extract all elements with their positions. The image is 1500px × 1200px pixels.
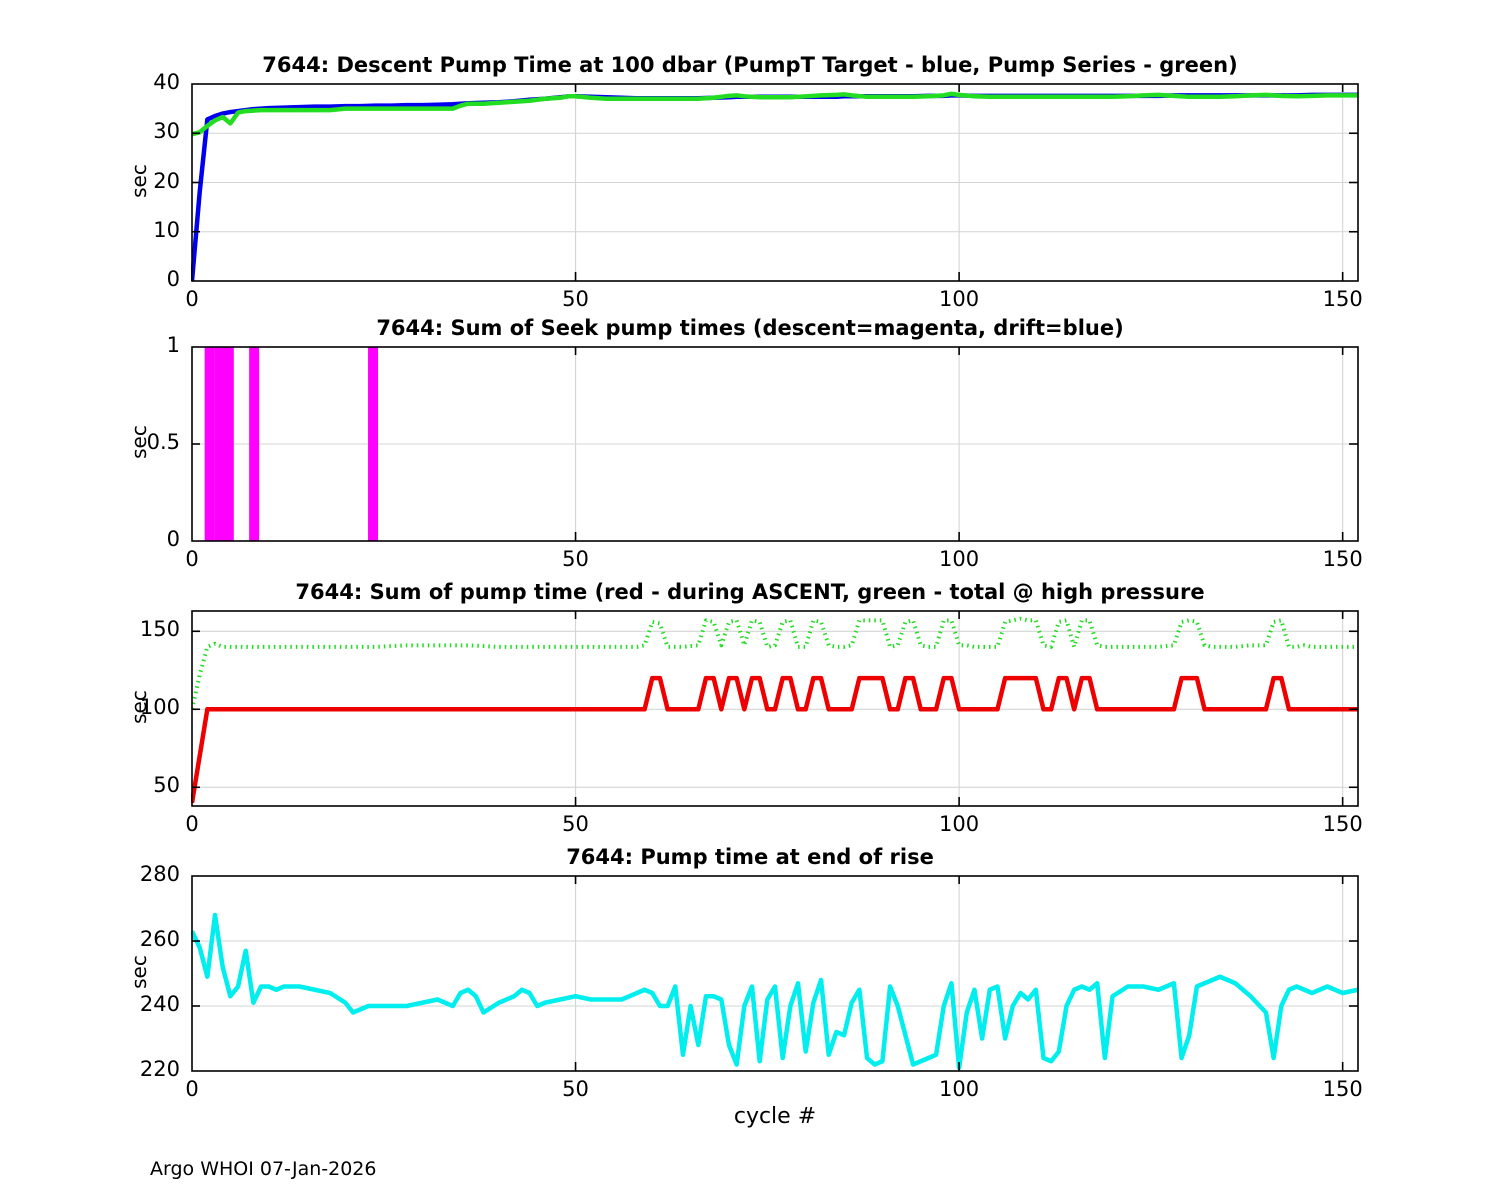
panel-3-plot-area (191, 610, 1359, 807)
panel-1-x-tick-label: 100 (939, 287, 980, 311)
panel-1-x-tick-label: 50 (562, 287, 589, 311)
panel-2-title: 7644: Sum of Seek pump times (descent=ma… (376, 316, 1124, 340)
panel-3-y-tick-label: 100 (139, 695, 180, 720)
panel-4-x-tick-label: 150 (1322, 1077, 1363, 1101)
panel-4-axis-frame (191, 875, 1359, 1072)
panel-3-x-tick-label: 0 (185, 812, 199, 836)
data-bar-descent (249, 347, 260, 541)
panel-3-x-tick-label: 100 (939, 812, 980, 836)
panel-3-y-tick-label: 50 (153, 773, 180, 798)
panel-1-title: 7644: Descent Pump Time at 100 dbar (Pum… (262, 53, 1238, 77)
data-bar-descent (368, 347, 379, 541)
panel-2-y-tick-label: 0.5 (146, 430, 180, 454)
data-bar-descent (223, 347, 234, 541)
panel-2-x-tick-label: 50 (562, 547, 589, 571)
panel-1-y-tick-label: 40 (153, 70, 180, 94)
panel-4-x-tick-label: 100 (939, 1077, 980, 1101)
panel-3-x-tick-label: 50 (562, 812, 589, 836)
panel-2-y-tick-label: 1 (166, 333, 180, 357)
panel-4-x-tick-label: 0 (185, 1077, 199, 1101)
panel-4-y-tick-label: 260 (139, 927, 180, 951)
panel-1-plot-area (191, 83, 1359, 282)
panel-4-y-tick-label: 220 (139, 1057, 180, 1081)
x-axis-label: cycle # (733, 1104, 817, 1129)
panel-1-y-tick-label: 20 (153, 168, 180, 193)
panel-1-y-tick-label: 0 (166, 267, 180, 291)
data-series-total-high-pressure (191, 616, 1358, 710)
panel-2-y-tick-label: 0 (166, 527, 180, 551)
data-series-during-ascent (191, 675, 1358, 804)
panel-4-y-tick-label: 240 (139, 992, 180, 1016)
figure-footer-credit: Argo WHOI 07-Jan-2026 (150, 1158, 377, 1180)
panel-3-title: 7644: Sum of pump time (red - during ASC… (295, 580, 1205, 604)
data-series-pumpt-target (191, 92, 1358, 282)
data-bar-descent (214, 347, 225, 541)
panel-4-title: 7644: Pump time at end of rise (566, 845, 934, 869)
panel-1-x-tick-label: 150 (1322, 287, 1363, 311)
panel-1-x-tick-label: 0 (185, 287, 199, 311)
panel-4-x-tick-label: 50 (562, 1077, 589, 1101)
panel-1-y-tick-label: 30 (153, 119, 180, 144)
panel-1-y-tick-label: 10 (153, 217, 180, 242)
panel-2-x-tick-label: 100 (939, 547, 980, 571)
panel-3-x-tick-label: 150 (1322, 812, 1363, 836)
data-bar-descent (204, 347, 215, 541)
panel-3-y-tick-label: 150 (139, 617, 180, 642)
panel-2-plot-area (191, 346, 1359, 542)
data-series-pump-series (191, 91, 1358, 137)
panel-4-plot-area (191, 875, 1359, 1072)
panel-4-y-tick-label: 280 (139, 862, 180, 886)
data-series-pump-time-at-end-of-rise (191, 912, 1359, 1070)
panel-2-x-tick-label: 0 (185, 547, 199, 571)
panel-2-x-tick-label: 150 (1322, 547, 1363, 571)
